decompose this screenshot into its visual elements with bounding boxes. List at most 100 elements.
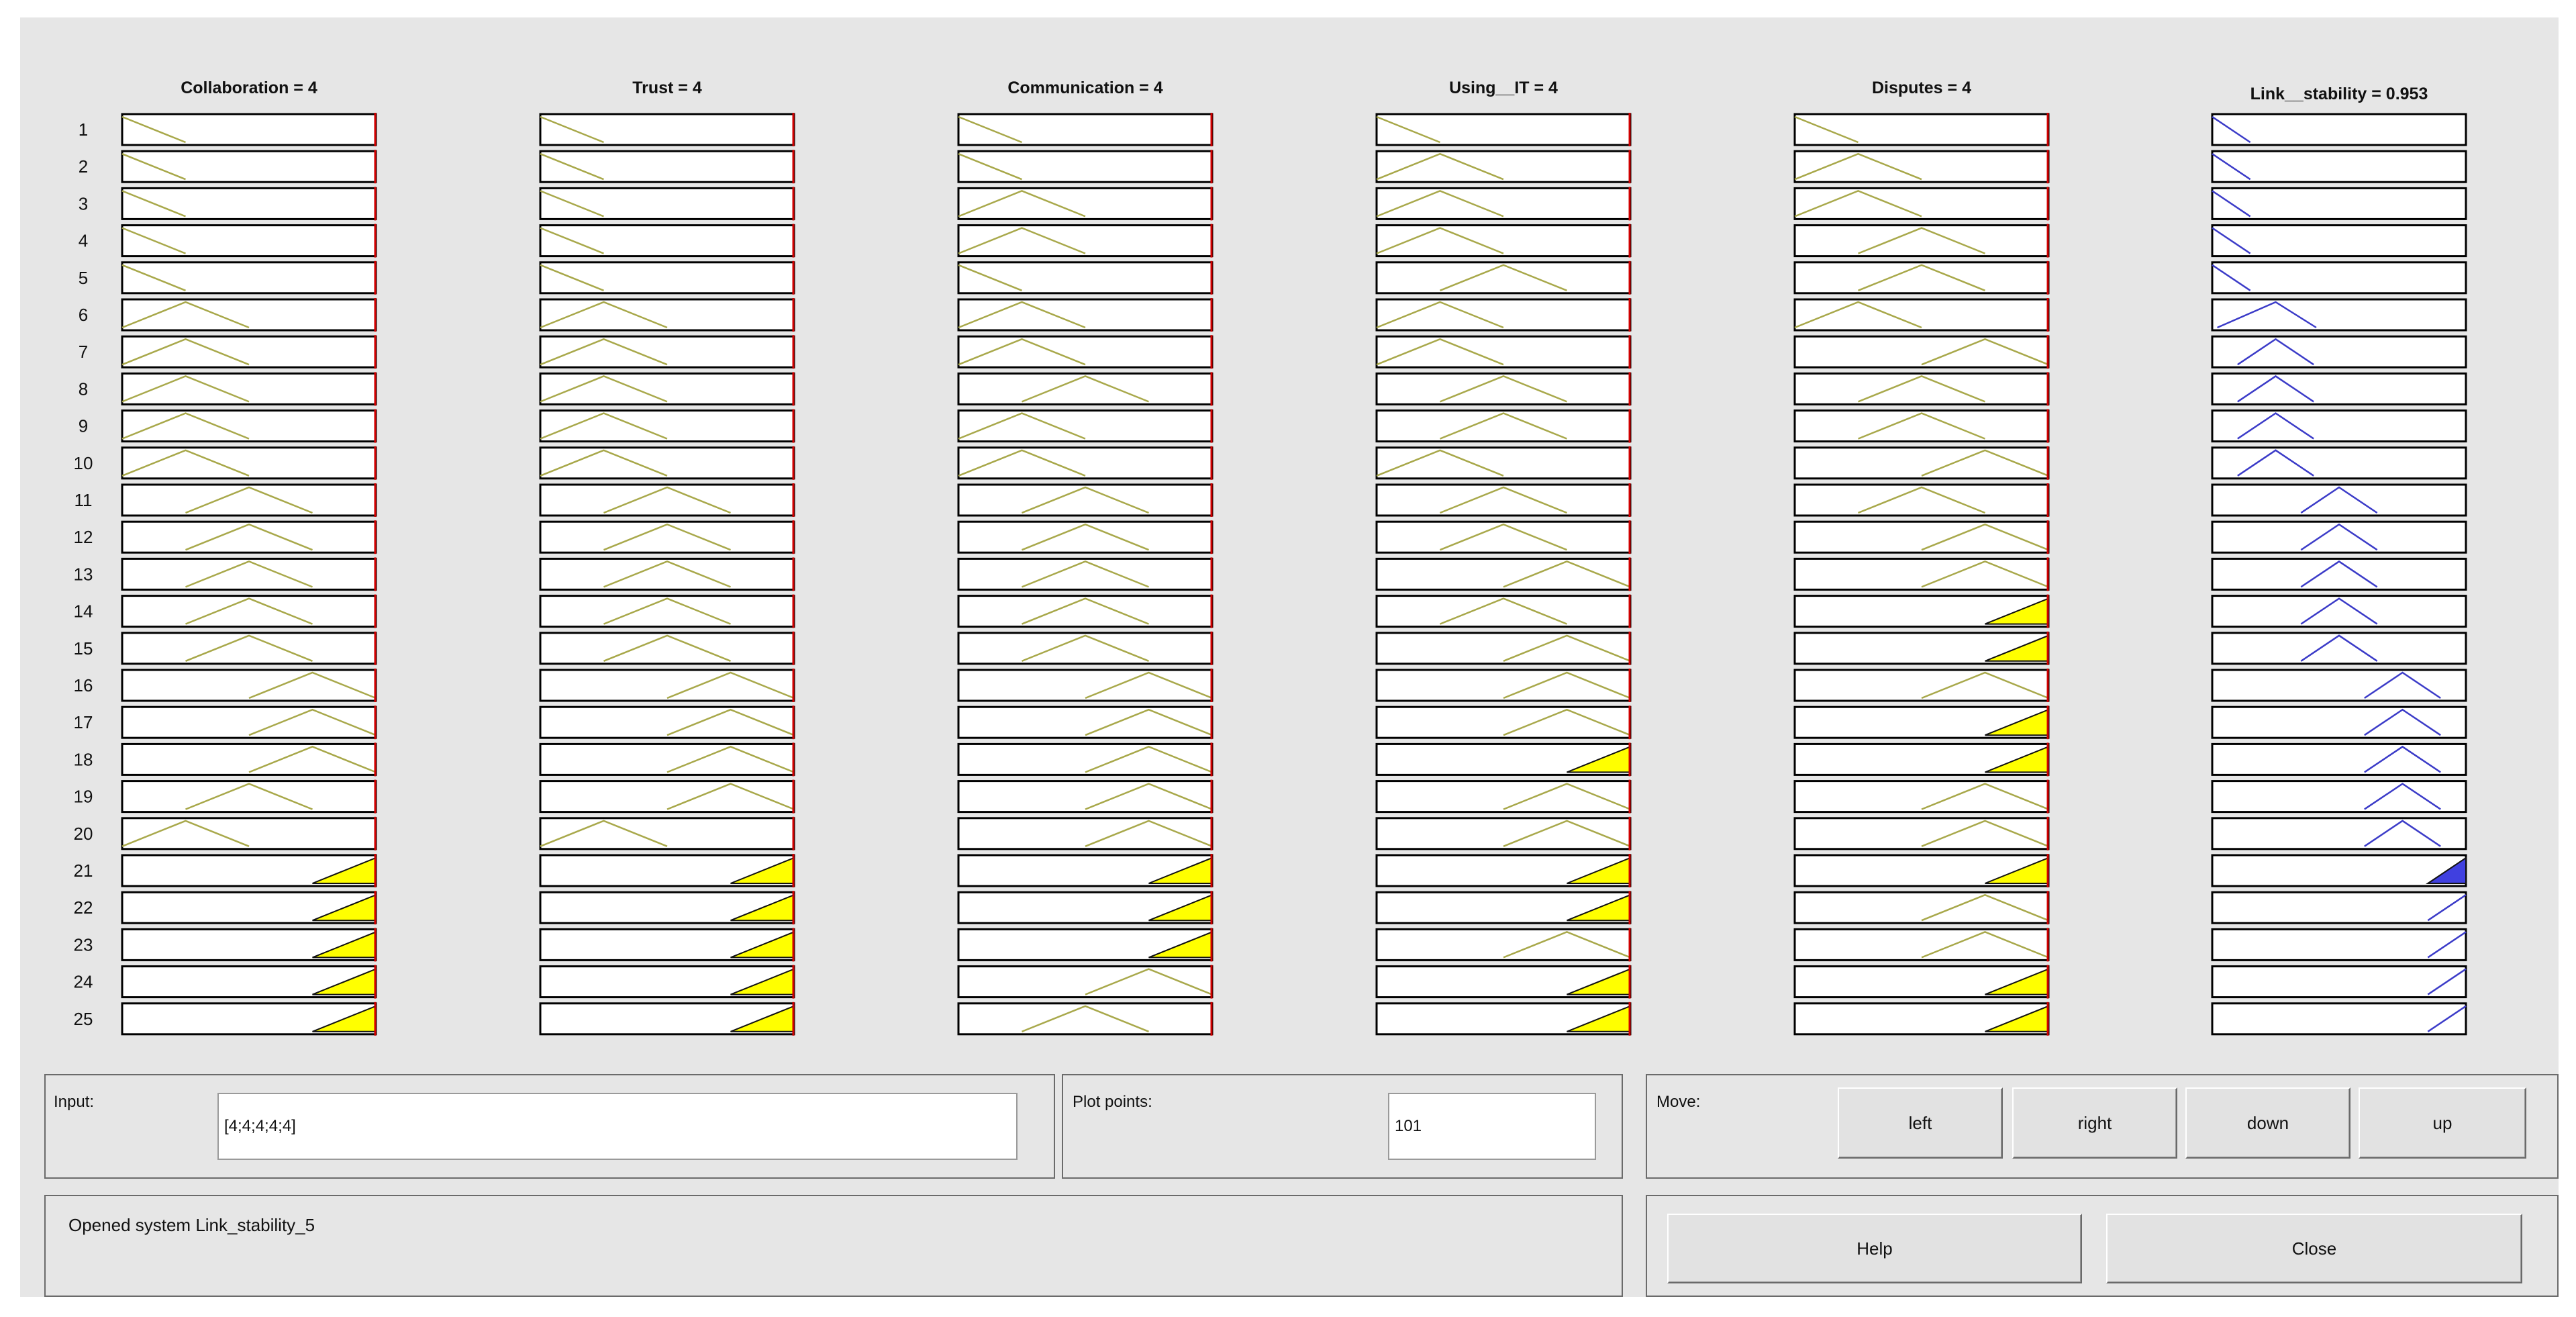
rule-plot[interactable] xyxy=(1375,446,1632,480)
rule-plot[interactable] xyxy=(2211,965,2467,999)
rule-plot[interactable] xyxy=(121,260,377,295)
rule-plot[interactable] xyxy=(539,557,795,591)
rule-plot[interactable] xyxy=(1793,298,2050,332)
rule-plot[interactable] xyxy=(957,816,1213,850)
rule-plot[interactable] xyxy=(1375,187,1632,221)
rule-plot[interactable] xyxy=(539,298,795,332)
rule-plot[interactable] xyxy=(121,854,377,887)
rule-plot[interactable] xyxy=(539,520,795,554)
rule-plot[interactable] xyxy=(957,150,1213,184)
rule-plot[interactable] xyxy=(539,779,795,814)
rule-plot[interactable] xyxy=(1375,150,1632,184)
rule-plot[interactable] xyxy=(957,483,1213,517)
rule-plot[interactable] xyxy=(1793,520,2050,554)
rule-plot[interactable] xyxy=(1793,372,2050,406)
rule-plot[interactable] xyxy=(957,631,1213,665)
rule-plot[interactable] xyxy=(121,113,377,146)
rule-plot[interactable] xyxy=(539,409,795,443)
rule-plot[interactable] xyxy=(539,113,795,146)
rule-plot[interactable] xyxy=(539,446,795,480)
rule-plot[interactable] xyxy=(2211,854,2467,887)
rule-plot[interactable] xyxy=(1793,483,2050,517)
rule-plot[interactable] xyxy=(121,891,377,925)
rule-plot[interactable] xyxy=(957,854,1213,887)
plot-points-field[interactable]: 101 xyxy=(1388,1093,1596,1160)
input-field[interactable]: [4;4;4;4;4] xyxy=(217,1093,1018,1160)
rule-plot[interactable] xyxy=(957,891,1213,925)
rule-plot[interactable] xyxy=(1793,260,2050,295)
rule-plot[interactable] xyxy=(957,409,1213,443)
rule-plot[interactable] xyxy=(1375,779,1632,814)
rule-plot[interactable] xyxy=(957,779,1213,814)
rule-plot[interactable] xyxy=(1793,113,2050,146)
move-up-button[interactable]: up xyxy=(2359,1087,2526,1159)
rule-plot[interactable] xyxy=(2211,298,2467,332)
rule-plot[interactable] xyxy=(957,224,1213,258)
rule-plot[interactable] xyxy=(539,928,795,962)
rule-plot[interactable] xyxy=(2211,817,2467,850)
rule-plot[interactable] xyxy=(957,705,1213,740)
variable-title[interactable]: Using__IT = 4 xyxy=(1449,79,1558,97)
rule-plot[interactable] xyxy=(957,965,1213,999)
rule-plot[interactable] xyxy=(957,260,1213,295)
rule-plot[interactable] xyxy=(2211,483,2467,517)
rule-plot[interactable] xyxy=(1793,150,2050,184)
rule-plot[interactable] xyxy=(1793,1002,2050,1036)
rule-plot[interactable] xyxy=(2211,224,2467,258)
rule-plot[interactable] xyxy=(121,705,377,740)
rule-plot[interactable] xyxy=(1793,594,2050,628)
rule-plot[interactable] xyxy=(539,705,795,740)
rule-plot[interactable] xyxy=(2211,557,2467,591)
rule-plot[interactable] xyxy=(1375,742,1632,777)
rule-plot[interactable] xyxy=(2211,150,2467,183)
rule-plot[interactable] xyxy=(539,816,795,850)
rule-plot[interactable] xyxy=(1375,891,1632,925)
rule-plot[interactable] xyxy=(957,113,1213,146)
rule-plot[interactable] xyxy=(2211,187,2467,220)
rule-plot[interactable] xyxy=(1793,928,2050,962)
rule-plot[interactable] xyxy=(121,928,377,962)
rule-plot[interactable] xyxy=(1375,520,1632,554)
rule-plot[interactable] xyxy=(957,446,1213,480)
rule-plot[interactable] xyxy=(539,594,795,628)
rule-plot[interactable] xyxy=(539,891,795,925)
rule-plot[interactable] xyxy=(121,483,377,517)
rule-plot[interactable] xyxy=(539,224,795,258)
rule-plot[interactable] xyxy=(1793,965,2050,999)
rule-plot[interactable] xyxy=(957,1002,1213,1036)
rule-plot[interactable] xyxy=(957,594,1213,628)
variable-title[interactable]: Link__stability = 0.953 xyxy=(2250,85,2428,103)
variable-title[interactable]: Disputes = 4 xyxy=(1872,79,1971,97)
move-right-button[interactable]: right xyxy=(2012,1087,2177,1159)
rule-plot[interactable] xyxy=(1793,187,2050,221)
rule-plot[interactable] xyxy=(121,187,377,221)
rule-plot[interactable] xyxy=(539,483,795,517)
rule-plot[interactable] xyxy=(121,150,377,184)
rule-plot[interactable] xyxy=(1375,483,1632,517)
rule-plot[interactable] xyxy=(539,965,795,999)
rule-plot[interactable] xyxy=(1375,705,1632,740)
rule-plot[interactable] xyxy=(539,1002,795,1036)
rule-plot[interactable] xyxy=(1375,298,1632,332)
rule-plot[interactable] xyxy=(121,520,377,554)
rule-plot[interactable] xyxy=(121,446,377,480)
rule-plot[interactable] xyxy=(1375,409,1632,443)
rule-plot[interactable] xyxy=(1793,705,2050,740)
rule-plot[interactable] xyxy=(2211,113,2467,146)
rule-plot[interactable] xyxy=(1375,372,1632,406)
rule-plot[interactable] xyxy=(1375,1002,1632,1036)
rule-plot[interactable] xyxy=(539,372,795,406)
rule-plot[interactable] xyxy=(1793,891,2050,925)
rule-plot[interactable] xyxy=(121,965,377,999)
rule-plot[interactable] xyxy=(539,260,795,295)
variable-title[interactable]: Collaboration = 4 xyxy=(181,79,317,97)
rule-plot[interactable] xyxy=(121,779,377,814)
rule-plot[interactable] xyxy=(2211,520,2467,554)
rule-plot[interactable] xyxy=(2211,446,2467,480)
rule-plot[interactable] xyxy=(1793,631,2050,665)
rule-plot[interactable] xyxy=(2211,372,2467,405)
rule-plot[interactable] xyxy=(1375,965,1632,999)
rule-plot[interactable] xyxy=(1375,631,1632,665)
rule-plot[interactable] xyxy=(1793,742,2050,777)
rule-plot[interactable] xyxy=(1793,446,2050,480)
